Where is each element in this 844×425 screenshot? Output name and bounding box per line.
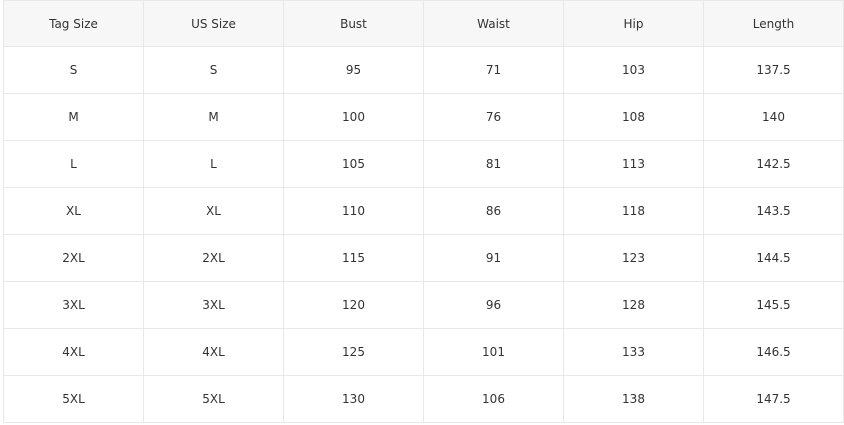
table-cell-us-size: XL xyxy=(143,187,284,235)
table-cell-waist: 76 xyxy=(423,93,564,141)
table-row: 3XL 3XL 120 96 128 145.5 xyxy=(3,281,844,329)
table-cell-bust: 120 xyxy=(283,281,424,329)
table-row: XL XL 110 86 118 143.5 xyxy=(3,187,844,235)
table-cell-us-size: 5XL xyxy=(143,375,284,423)
table-cell-tag-size: 3XL xyxy=(3,281,144,329)
table-cell-bust: 95 xyxy=(283,46,424,94)
table-row: 4XL 4XL 125 101 133 146.5 xyxy=(3,328,844,376)
table-cell-us-size: 4XL xyxy=(143,328,284,376)
table-cell-length: 137.5 xyxy=(703,46,844,94)
table-cell-length: 142.5 xyxy=(703,140,844,188)
table-cell-tag-size: S xyxy=(3,46,144,94)
column-header-hip: Hip xyxy=(563,0,704,47)
table-cell-waist: 96 xyxy=(423,281,564,329)
table-cell-tag-size: XL xyxy=(3,187,144,235)
column-header-bust: Bust xyxy=(283,0,424,47)
table-cell-us-size: L xyxy=(143,140,284,188)
table-cell-tag-size: L xyxy=(3,140,144,188)
table-cell-us-size: 2XL xyxy=(143,234,284,282)
size-chart-table: Tag Size US Size Bust Waist Hip Length S S 95 71… xyxy=(3,0,844,423)
table-cell-waist: 71 xyxy=(423,46,564,94)
table-cell-length: 140 xyxy=(703,93,844,141)
table-body: S S 95 71 103 137.5 M M 100 76 108 140 L L 105 81 113 142… xyxy=(3,46,844,423)
table-cell-hip: 123 xyxy=(563,234,704,282)
table-cell-tag-size: M xyxy=(3,93,144,141)
table-cell-waist: 91 xyxy=(423,234,564,282)
table-cell-bust: 125 xyxy=(283,328,424,376)
table-cell-hip: 113 xyxy=(563,140,704,188)
table-cell-waist: 81 xyxy=(423,140,564,188)
column-header-length: Length xyxy=(703,0,844,47)
table-cell-length: 143.5 xyxy=(703,187,844,235)
header-row: Tag Size US Size Bust Waist Hip Length xyxy=(3,0,844,47)
column-header-waist: Waist xyxy=(423,0,564,47)
table-cell-us-size: 3XL xyxy=(143,281,284,329)
table-cell-tag-size: 2XL xyxy=(3,234,144,282)
table-cell-hip: 118 xyxy=(563,187,704,235)
table-row: 5XL 5XL 130 106 138 147.5 xyxy=(3,375,844,423)
table-cell-tag-size: 5XL xyxy=(3,375,144,423)
table-cell-waist: 101 xyxy=(423,328,564,376)
table-cell-length: 146.5 xyxy=(703,328,844,376)
table-cell-bust: 100 xyxy=(283,93,424,141)
table-cell-bust: 115 xyxy=(283,234,424,282)
table-cell-bust: 130 xyxy=(283,375,424,423)
table-row: L L 105 81 113 142.5 xyxy=(3,140,844,188)
table-cell-waist: 86 xyxy=(423,187,564,235)
table-cell-hip: 103 xyxy=(563,46,704,94)
table-cell-length: 147.5 xyxy=(703,375,844,423)
table-cell-hip: 108 xyxy=(563,93,704,141)
table-cell-length: 144.5 xyxy=(703,234,844,282)
table-row: M M 100 76 108 140 xyxy=(3,93,844,141)
column-header-us-size: US Size xyxy=(143,0,284,47)
table-cell-bust: 110 xyxy=(283,187,424,235)
column-header-tag-size: Tag Size xyxy=(3,0,144,47)
table-cell-hip: 128 xyxy=(563,281,704,329)
table-cell-hip: 138 xyxy=(563,375,704,423)
table-cell-us-size: M xyxy=(143,93,284,141)
table-cell-tag-size: 4XL xyxy=(3,328,144,376)
table-row: 2XL 2XL 115 91 123 144.5 xyxy=(3,234,844,282)
table-cell-waist: 106 xyxy=(423,375,564,423)
table-cell-length: 145.5 xyxy=(703,281,844,329)
table-cell-hip: 133 xyxy=(563,328,704,376)
table-cell-bust: 105 xyxy=(283,140,424,188)
table-row: S S 95 71 103 137.5 xyxy=(3,46,844,94)
table-cell-us-size: S xyxy=(143,46,284,94)
